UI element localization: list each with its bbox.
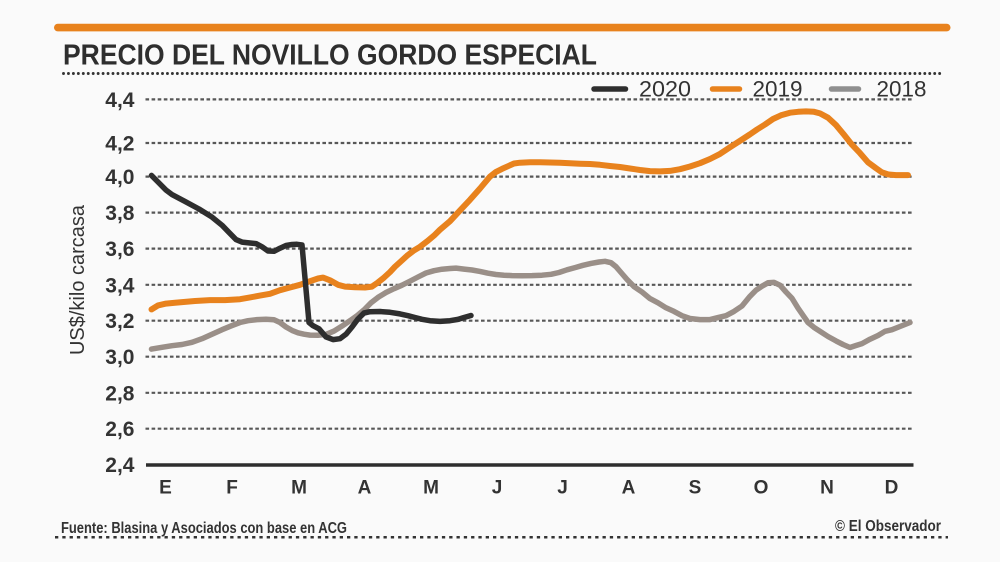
svg-text:4,4: 4,4 bbox=[105, 89, 135, 112]
svg-text:3,2: 3,2 bbox=[105, 310, 134, 333]
svg-text:O: O bbox=[754, 478, 769, 499]
svg-text:J: J bbox=[557, 478, 568, 499]
svg-text:US$/kilo carcasa: US$/kilo carcasa bbox=[67, 204, 89, 355]
svg-text:3,8: 3,8 bbox=[105, 202, 135, 225]
svg-text:D: D bbox=[885, 478, 899, 499]
svg-text:4,2: 4,2 bbox=[105, 133, 134, 156]
svg-text:M: M bbox=[423, 478, 439, 499]
svg-text:4,0: 4,0 bbox=[105, 166, 134, 189]
svg-text:N: N bbox=[820, 478, 834, 499]
svg-text:2,6: 2,6 bbox=[105, 418, 134, 441]
svg-text:2018: 2018 bbox=[877, 77, 927, 102]
svg-text:3,0: 3,0 bbox=[105, 346, 134, 369]
svg-text:2020: 2020 bbox=[639, 77, 691, 102]
svg-text:A: A bbox=[622, 478, 636, 499]
svg-text:A: A bbox=[358, 478, 372, 499]
svg-text:Fuente: Blasina y Asociados co: Fuente: Blasina y Asociados con base en … bbox=[61, 520, 347, 537]
svg-text:F: F bbox=[226, 478, 238, 499]
svg-text:M: M bbox=[291, 478, 307, 499]
svg-text:2019: 2019 bbox=[753, 77, 803, 102]
svg-text:E: E bbox=[159, 478, 172, 499]
svg-text:S: S bbox=[689, 478, 702, 499]
svg-text:PRECIO DEL NOVILLO GORDO ESPEC: PRECIO DEL NOVILLO GORDO ESPECIAL bbox=[63, 40, 597, 72]
svg-text:3,4: 3,4 bbox=[105, 274, 135, 297]
svg-text:3,6: 3,6 bbox=[105, 238, 134, 261]
svg-text:2,4: 2,4 bbox=[105, 454, 135, 477]
svg-text:2,8: 2,8 bbox=[105, 382, 135, 405]
svg-text:J: J bbox=[492, 478, 503, 499]
svg-text:© El Observador: © El Observador bbox=[835, 518, 941, 535]
